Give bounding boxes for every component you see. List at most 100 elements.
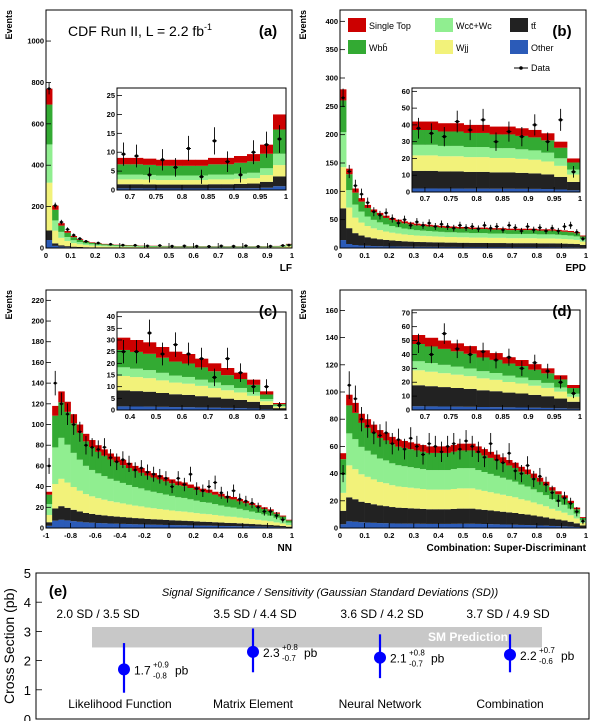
panel-d-inset-bar-ttbar-5 (476, 390, 490, 408)
panel-d-bar-wbb-11 (407, 449, 415, 468)
panel-b-bar-wjj-32 (536, 238, 544, 244)
panel-b-inset-bar-wcc-6 (489, 148, 503, 158)
panel-b-bar-other-9 (395, 246, 402, 248)
panel-c-bar-other-19 (162, 524, 170, 528)
panel-c-bar-wbb-27 (212, 494, 219, 505)
panel-a-bar-wbb-1 (52, 209, 59, 221)
panel-b-bar-ttbar-1 (346, 228, 353, 245)
panel-a-inset-bar-wjj-3 (156, 180, 170, 185)
panel-a-bar-wcc-4 (70, 240, 78, 244)
panel-a-ylabel: Events (4, 10, 14, 40)
panel-b-bar-wbb-27 (506, 230, 513, 234)
panel-a-xtick-label-6: 0.6 (188, 251, 198, 260)
panel-c-data-point-12 (121, 458, 125, 462)
legend: Single Top Wcc̄+Wc tt̄ Wbb̄ Wjj Other Data (348, 18, 554, 73)
panel-c-data-point-35 (262, 510, 266, 513)
panel-a-data-point-22 (281, 244, 285, 247)
panel-b-ytick-label-8: 400 (325, 17, 338, 26)
panel-a-bar-wjj-7 (89, 245, 96, 248)
panel-d-data-point-23 (483, 455, 486, 459)
panel-a-inset-bar-single_top-7 (208, 157, 222, 165)
panel-a-inset-bar-wjj-1 (130, 179, 144, 185)
panel-b-inset-bar-wcc-4 (463, 147, 477, 158)
panel-d-data-point-6 (378, 434, 382, 437)
panel-d-bar-ttbar-5 (370, 504, 378, 523)
panel-a-bar-wjj-5 (76, 244, 84, 247)
panel-d-inset-bar-ttbar-6 (489, 391, 503, 408)
panel-b-bar-wjj-17 (444, 237, 451, 243)
panel-b-bar-wjj-36 (561, 239, 568, 244)
panel-d-bar-ttbar-17 (444, 509, 451, 524)
panel-c-data (47, 370, 285, 523)
panel-c-inset-bar-other-1 (130, 406, 144, 410)
panel-c-ytick-label-11: 220 (31, 296, 44, 305)
panel-b-ytick-label-1: 50 (330, 215, 338, 224)
panel-a-data-point-4 (72, 233, 76, 237)
panel-d-inset-xtick-label-3: 0.85 (495, 412, 510, 421)
panel-d-inset-data-point-7 (507, 355, 511, 359)
panel-a-bar-wcc-8 (95, 244, 102, 246)
panel-b-inset-bar-wjj-10 (541, 161, 555, 175)
panel-b-bar-other-5 (370, 246, 378, 248)
panel-d-bar-ttbar-9 (395, 507, 402, 524)
panel-b-bar-wbb-21 (469, 229, 476, 234)
panel-d-inset-bar-ttbar-11 (554, 398, 568, 409)
panel-d-inset-bar-wjj-7 (502, 382, 516, 393)
panel-b-bar-wcc-21 (469, 233, 476, 238)
panel-d-bar-wjj-12 (413, 488, 421, 509)
panel-a-bar-wbb-2 (58, 225, 65, 232)
panel-b-bar-ttbar-6 (376, 239, 384, 247)
panel-d-bar-wjj-24 (487, 492, 495, 511)
panel-b-bar-ttbar-13 (419, 242, 427, 247)
panel-c-inset-data-point-0 (121, 350, 126, 354)
panel-a-inset-bar-wjj-12 (273, 165, 287, 177)
panel-d-ytick-label-1: 20 (330, 496, 338, 505)
panel-c-bar-wcc-31 (236, 508, 244, 518)
panel-a-bar-other-2 (58, 246, 65, 248)
panel-c-bar-single_top-39 (285, 519, 293, 521)
panel-b-data-point-11 (409, 223, 413, 227)
panel-d-data-point-33 (544, 483, 548, 486)
panel-c-bar-wbb-29 (224, 498, 231, 507)
panel-c-data-point-8 (96, 447, 100, 451)
panel-b-inset-data-point-12 (571, 170, 576, 174)
panel-b-inset-bar-ttbar-6 (489, 172, 503, 189)
panel-c-bar-wcc-7 (89, 469, 96, 497)
panel-d-inset-bar-wjj-1 (424, 371, 439, 387)
panel-d-data-point-5 (372, 431, 376, 435)
panel-a-inset-bar-other-4 (169, 188, 183, 190)
panel-c-bar-wcc-33 (248, 511, 256, 520)
panel-d-inset-bar-wjj-8 (515, 383, 529, 394)
panel-b-data-point-5 (372, 210, 376, 214)
panel-b-bar-other-0 (340, 240, 347, 248)
panel-b-bar-other-1 (346, 244, 353, 248)
panel-a-title: CDF Run II, L = 2.2 fb-1 (68, 22, 212, 39)
panel-a-inset-ytick-label-0: 0 (111, 186, 115, 195)
panel-c-data-point-14 (133, 468, 137, 472)
panel-c-data-point-18 (158, 474, 162, 478)
panel-c-xtick-label-1: -0.8 (64, 531, 77, 540)
panel-c-inset-xtick-label-5: 0.9 (255, 412, 265, 421)
panel-d-inset-xtick-label-5: 0.95 (547, 412, 562, 421)
panel-b-bar-ttbar-9 (395, 240, 402, 247)
panel-b-bar-wcc-12 (413, 230, 421, 236)
panel-c-xtick-label-0: -1 (43, 531, 50, 540)
panel-a-inset-bar-wcc-10 (247, 172, 261, 179)
panel-a-bar-single_top-0 (46, 88, 53, 105)
panel-d-inset-bar-wcc-6 (489, 372, 503, 380)
panel-a-inset-xtick-label-2: 0.8 (177, 192, 187, 201)
panel-d-bar-wcc-16 (438, 470, 445, 490)
panel-c-bar-wjj-16 (144, 507, 151, 519)
panel-c-bar-wbb-22 (181, 486, 188, 498)
panel-b-bar-other-15 (432, 246, 439, 248)
panel-c-inset-bar-ttbar-3 (156, 392, 170, 407)
panel-a-inset-bar-ttbar-6 (195, 184, 209, 189)
panel-d-bar-wcc-22 (475, 470, 482, 490)
panel-d-inset-xtick-label-6: 1 (578, 412, 582, 421)
panel-d-bar-wjj-16 (438, 489, 445, 510)
panel-d-bar-other-32 (536, 525, 544, 528)
panel-c-ytick-label-10: 200 (31, 317, 44, 326)
panel-b-inset-bar-ttbar-11 (554, 176, 568, 190)
panel-c-data-point-6 (84, 443, 88, 447)
panel-d-bar-single_top-39 (579, 517, 587, 518)
